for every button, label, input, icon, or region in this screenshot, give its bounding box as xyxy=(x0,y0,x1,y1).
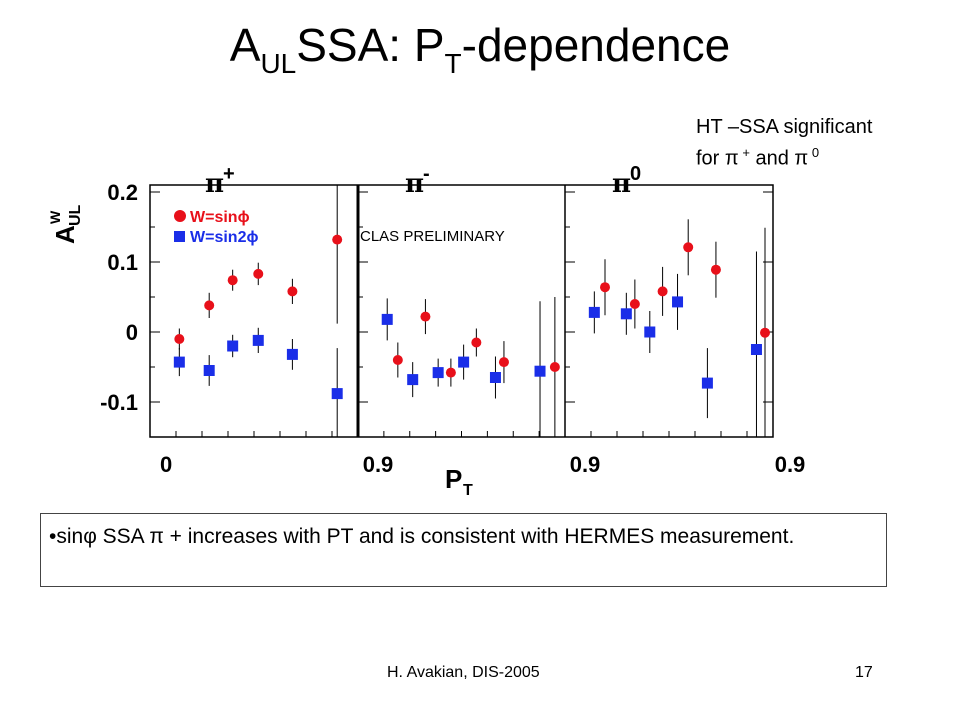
data-point-sin2phi xyxy=(588,306,600,318)
y-axis-label-sup: W xyxy=(47,210,63,224)
y-tick-label: -0.1 xyxy=(100,390,138,415)
legend-label: W=sinϕ xyxy=(190,209,250,226)
data-point-sinphi xyxy=(204,300,215,311)
data-point-sinphi xyxy=(600,282,610,293)
panel-label: π xyxy=(205,169,224,199)
x-axis-label-sub: T xyxy=(463,482,473,499)
x-tick-label: 0.9 xyxy=(363,452,394,477)
data-point-sinphi xyxy=(420,311,431,322)
data-point-sinphi xyxy=(498,357,509,368)
y-tick-label: 0.2 xyxy=(107,180,138,205)
data-point-sinphi xyxy=(657,286,668,297)
data-point-sinphi xyxy=(174,334,185,344)
slide-title: AULSSA: PT-dependence xyxy=(229,19,731,79)
data-point-sin2phi xyxy=(620,308,632,320)
data-point-sinphi xyxy=(629,299,640,309)
data-point-sinphi xyxy=(549,362,560,372)
data-point-sin2phi xyxy=(644,326,656,338)
data-point-sin2phi xyxy=(432,367,444,379)
data-point-sinphi xyxy=(471,337,482,348)
data-point-sinphi xyxy=(445,367,456,378)
data-point-sinphi xyxy=(287,286,298,297)
note-line-1: HT –SSA significant xyxy=(696,116,873,138)
chart-annotation: CLAS PRELIMINARY xyxy=(360,228,505,245)
data-point-sinphi xyxy=(710,264,721,275)
legend-marker-circle xyxy=(174,210,186,222)
y-axis-label-sub: UL xyxy=(67,204,84,226)
x-tick-label: 0.9 xyxy=(775,452,806,477)
data-point-sin2phi xyxy=(227,340,239,352)
y-tick-label: 0 xyxy=(126,320,138,345)
bullet-box: •sinφ SSA π + increases with PT and is c… xyxy=(40,513,887,587)
data-point-sinphi xyxy=(392,355,403,365)
y-tick-label: 0.1 xyxy=(107,250,138,275)
data-point-sin2phi xyxy=(458,356,470,368)
y-axis-label: AUL W xyxy=(47,204,84,244)
legend-marker-square xyxy=(174,231,185,242)
panel-label: π xyxy=(405,169,424,199)
data-point-sin2phi xyxy=(331,388,343,400)
panel-label-charge: 0 xyxy=(630,163,641,185)
data-point-sin2phi xyxy=(407,374,419,386)
x-axis-label: P xyxy=(445,464,462,494)
panel-label-charge: + xyxy=(223,163,235,185)
data-point-sin2phi xyxy=(701,377,713,389)
data-point-sin2phi xyxy=(489,372,501,383)
data-point-sinphi xyxy=(227,275,238,286)
data-point-sinphi xyxy=(760,327,770,338)
x-tick-label: 0.9 xyxy=(570,452,601,477)
ht-note: HT –SSA significant for π + and π 0 xyxy=(696,114,872,172)
bullet-text: •sinφ SSA π + increases with PT and is c… xyxy=(49,525,795,548)
data-point-sin2phi xyxy=(750,344,762,355)
data-point-sinphi xyxy=(253,268,264,279)
data-point-sin2phi xyxy=(173,356,185,368)
note-line-2: for π + and π 0 xyxy=(696,145,820,170)
data-point-sin2phi xyxy=(534,365,546,377)
data-point-sin2phi xyxy=(672,296,684,308)
data-point-sin2phi xyxy=(203,365,215,376)
data-point-sin2phi xyxy=(252,334,264,346)
panel-label-charge: - xyxy=(423,163,430,185)
legend-label: W=sin2ϕ xyxy=(190,229,258,246)
footer-author: H. Avakian, DIS-2005 xyxy=(387,664,540,681)
data-point-sin2phi xyxy=(381,313,393,325)
x-tick-label: 0 xyxy=(160,452,172,477)
data-point-sinphi xyxy=(332,234,343,245)
footer-page-number: 17 xyxy=(855,664,873,681)
data-point-sinphi xyxy=(683,242,694,253)
data-point-sin2phi xyxy=(286,348,298,360)
panel-label: π xyxy=(612,169,631,199)
y-axis-label-main: A xyxy=(50,225,80,244)
